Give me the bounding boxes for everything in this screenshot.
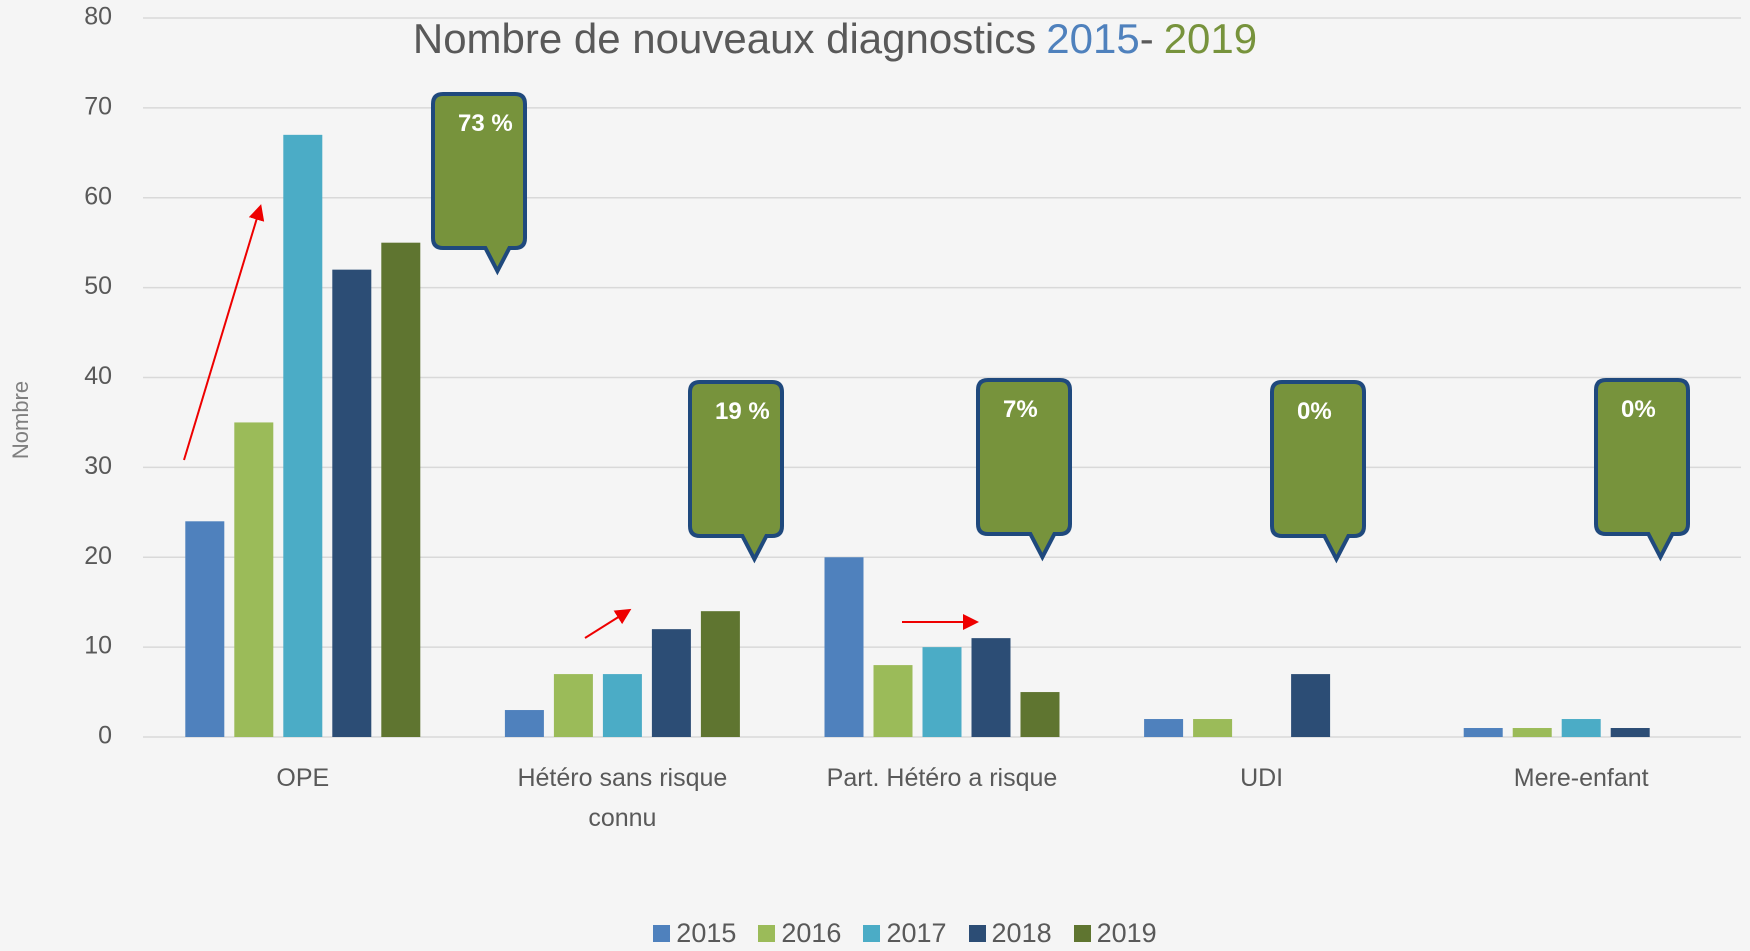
- y-tick-label: 70: [84, 92, 112, 120]
- y-tick-label: 80: [84, 3, 112, 31]
- callout-label: 0%: [1621, 396, 1656, 423]
- x-tick-label: Mere-enfant: [1513, 764, 1649, 792]
- callout-label: 73 %: [458, 110, 513, 137]
- title-part: -: [1140, 15, 1154, 62]
- legend-swatch: [968, 925, 986, 942]
- legend-swatch: [1073, 925, 1091, 942]
- callout-box: [688, 380, 784, 564]
- bar: [1193, 719, 1233, 737]
- x-tick-label: UDI: [1240, 764, 1284, 792]
- callout-label: 7%: [1003, 396, 1038, 423]
- title-part: Nombre de nouveaux diagnostics: [413, 15, 1036, 62]
- bar: [824, 557, 864, 737]
- bar: [1610, 728, 1650, 737]
- legend-label: 2016: [781, 918, 842, 948]
- x-tick-label: OPE: [276, 764, 330, 792]
- bar: [1291, 674, 1331, 737]
- bar: [185, 521, 225, 737]
- x-tick-label: Part. Hétéro a risque: [826, 764, 1058, 792]
- callout-label: 0%: [1297, 398, 1332, 425]
- legend-swatch: [758, 925, 776, 942]
- legend-item: 2016: [758, 918, 841, 949]
- bar: [651, 629, 691, 737]
- bar: [922, 647, 962, 737]
- y-tick-label: 60: [84, 182, 112, 210]
- bar: [504, 710, 544, 737]
- callout-box: [1594, 378, 1690, 562]
- bar: [381, 242, 421, 737]
- title-part: 2015: [1046, 15, 1139, 62]
- legend: 2015 2016 2017 2018 2019: [0, 918, 1750, 949]
- y-tick-label: 40: [84, 362, 112, 390]
- legend-label: 2015: [676, 918, 737, 948]
- legend-swatch: [863, 925, 881, 942]
- bar: [1020, 692, 1060, 737]
- callout-box: [431, 92, 527, 276]
- bar: [971, 638, 1011, 737]
- arrows: [183, 204, 979, 639]
- legend-swatch: [653, 925, 671, 942]
- y-axis-label: Nombre: [8, 381, 33, 459]
- callout-box: [1270, 380, 1366, 564]
- bar: [1144, 719, 1184, 737]
- title-part: 2019: [1164, 15, 1257, 62]
- chart-title: Nombre de nouveaux diagnostics 2015- 2019: [413, 15, 1257, 62]
- legend-item: 2019: [1073, 918, 1157, 949]
- y-tick-label: 30: [84, 452, 112, 480]
- bar: [283, 134, 323, 737]
- bar: [1512, 728, 1552, 737]
- legend-item: 2017: [863, 918, 947, 949]
- bar: [602, 674, 642, 737]
- legend-item: 2015: [653, 918, 736, 949]
- arrow: [584, 608, 632, 639]
- bar: [1463, 728, 1503, 737]
- bar: [553, 674, 593, 737]
- y-tick-label: 50: [84, 272, 112, 300]
- callout-box: [976, 378, 1072, 562]
- legend-label: 2019: [1096, 918, 1157, 948]
- y-tick-label: 20: [84, 542, 112, 570]
- bar: [1561, 719, 1601, 737]
- callout-label: 19 %: [715, 398, 770, 425]
- bar: [234, 422, 274, 737]
- x-tick-label: Hétéro sans risque connu: [517, 764, 728, 832]
- bar: [700, 611, 740, 737]
- arrow: [183, 204, 265, 461]
- y-tick-label: 0: [98, 722, 112, 750]
- legend-label: 2017: [886, 918, 947, 948]
- legend-item: 2018: [968, 918, 1052, 949]
- bar: [332, 269, 372, 737]
- legend-label: 2018: [991, 918, 1052, 948]
- bar: [873, 665, 913, 737]
- y-tick-label: 10: [84, 632, 112, 660]
